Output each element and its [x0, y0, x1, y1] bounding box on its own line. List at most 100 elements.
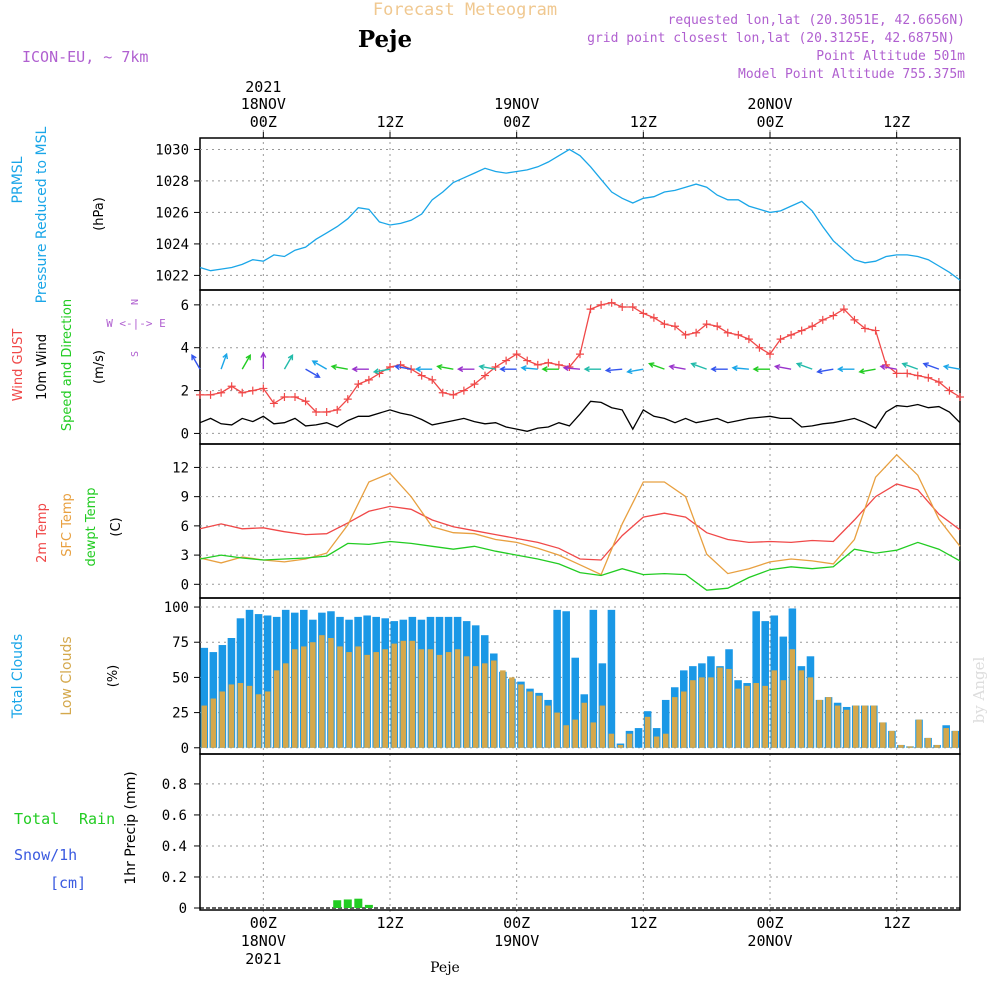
- series-line-2m-temp: [199, 483, 961, 561]
- low-cloud-bar: [536, 695, 542, 748]
- low-cloud-bar: [346, 652, 352, 748]
- top-time-label: 2021: [245, 78, 281, 96]
- top-time-label: 00Z: [250, 113, 277, 131]
- low-cloud-bar: [201, 705, 208, 748]
- low-cloud-bar: [671, 697, 678, 748]
- y-tick-label-pressure: 1022: [155, 268, 189, 284]
- gust-marker: [671, 322, 679, 331]
- wind-direction-arrow: [604, 367, 623, 374]
- footer-station: Peje: [430, 960, 460, 976]
- series-line-prmsl: [199, 148, 961, 281]
- low-cloud-bar: [943, 728, 949, 748]
- low-cloud-bar: [626, 733, 633, 748]
- total-cloud-bar: [263, 615, 272, 748]
- gust-marker: [766, 350, 774, 359]
- panel-unit-clouds: (%): [106, 665, 121, 688]
- wind-direction-arrow: [901, 362, 919, 370]
- low-cloud-bar: [427, 649, 434, 748]
- wind-direction-arrow: [414, 366, 433, 373]
- y-tick-label-precip: 0.8: [162, 777, 187, 793]
- low-cloud-bar: [617, 744, 624, 748]
- low-cloud-bar: [898, 744, 904, 748]
- top-time-label: 19NOV: [494, 95, 539, 113]
- gust-marker: [481, 371, 489, 380]
- low-cloud-bar: [861, 705, 868, 748]
- y-tick-label-pressure: 1030: [155, 142, 189, 158]
- panel-label-clouds: Low Clouds: [59, 636, 75, 715]
- gust-marker: [808, 322, 817, 331]
- low-cloud-bar: [762, 685, 768, 748]
- panel-label-pressure: PRMSL: [10, 156, 26, 203]
- total-cloud-bar: [589, 609, 598, 748]
- gust-marker: [660, 320, 669, 329]
- low-cloud-bar: [717, 667, 723, 748]
- low-cloud-bar: [907, 746, 913, 748]
- precip-label-cm: [cm]: [50, 874, 86, 892]
- low-cloud-bar: [373, 652, 379, 748]
- gust-marker: [217, 388, 226, 397]
- gust-marker: [343, 395, 352, 404]
- y-tick-label-clouds: 100: [164, 600, 189, 616]
- low-cloud-bar: [554, 712, 560, 748]
- gust-marker: [449, 390, 458, 399]
- low-cloud-bar: [472, 666, 479, 748]
- axes-layer: 202118NOV00Z00Z18NOV202112Z12Z19NOV00Z00…: [10, 78, 961, 968]
- low-cloud-bar: [644, 716, 651, 748]
- low-cloud-bar: [436, 654, 443, 748]
- low-cloud-bar: [916, 719, 922, 748]
- point-altitude: Point Altitude 501m: [816, 49, 965, 64]
- gust-marker: [692, 328, 701, 337]
- low-cloud-bar: [527, 691, 533, 748]
- wind-direction-arrow: [879, 364, 897, 371]
- low-cloud-bar: [409, 640, 416, 748]
- low-cloud-bar: [889, 730, 895, 748]
- compass-west-east: W <-|-> E: [106, 317, 166, 330]
- low-cloud-bar: [563, 725, 569, 748]
- low-cloud-bar: [780, 680, 787, 748]
- total-cloud-bar: [571, 657, 579, 748]
- low-cloud-bar: [708, 677, 714, 748]
- wind-direction-arrow: [668, 364, 686, 371]
- gust-marker: [248, 386, 257, 395]
- gust-marker: [818, 315, 827, 324]
- grid-point-location: grid point closest lon,lat (20.3125E, 42…: [587, 31, 955, 46]
- low-cloud-bar: [328, 638, 334, 748]
- low-cloud-bar: [310, 642, 316, 748]
- gust-marker: [723, 328, 732, 337]
- panel-label-pressure: Pressure Reduced to MSL: [34, 126, 50, 303]
- wind-direction-arrow: [583, 366, 602, 373]
- top-time-label: 20NOV: [747, 95, 792, 113]
- wind-direction-arrow: [305, 368, 321, 378]
- low-cloud-bar: [382, 649, 388, 748]
- bottom-time-label: 12Z: [376, 914, 403, 932]
- low-cloud-bar: [518, 684, 524, 748]
- rain-bar: [364, 904, 373, 908]
- top-time-label: 12Z: [376, 113, 403, 131]
- precip-label-rain: Rain: [79, 810, 115, 828]
- gust-marker: [713, 322, 722, 331]
- panel-label-temperature: dewpt Temp: [84, 487, 99, 566]
- y-tick-label-precip: 0.4: [162, 839, 187, 855]
- panel-label-wind: 10m Wind: [35, 334, 50, 400]
- y-tick-label-wind: 4: [181, 341, 189, 357]
- low-cloud-bar: [337, 646, 343, 748]
- bottom-time-label: 2021: [245, 950, 281, 968]
- rain-bar: [343, 899, 352, 908]
- low-cloud-bar: [590, 722, 597, 748]
- gust-marker: [755, 343, 764, 352]
- low-cloud-bar: [789, 649, 796, 748]
- low-cloud-bar: [816, 699, 823, 748]
- panel-label-temperature: SFC Temp: [60, 493, 75, 557]
- gust-marker: [512, 350, 521, 359]
- wind-direction-arrow: [816, 368, 834, 375]
- low-cloud-bar: [925, 737, 931, 748]
- panel-label-temperature: 2m Temp: [35, 503, 50, 563]
- total-cloud-bar: [254, 614, 263, 748]
- gust-marker: [702, 320, 711, 329]
- low-cloud-bar: [852, 705, 859, 748]
- y-tick-label-clouds: 25: [172, 706, 189, 722]
- low-cloud-bar: [699, 677, 705, 748]
- panel-unit-wind: (m/s): [92, 350, 107, 384]
- wind-direction-arrow: [351, 366, 369, 373]
